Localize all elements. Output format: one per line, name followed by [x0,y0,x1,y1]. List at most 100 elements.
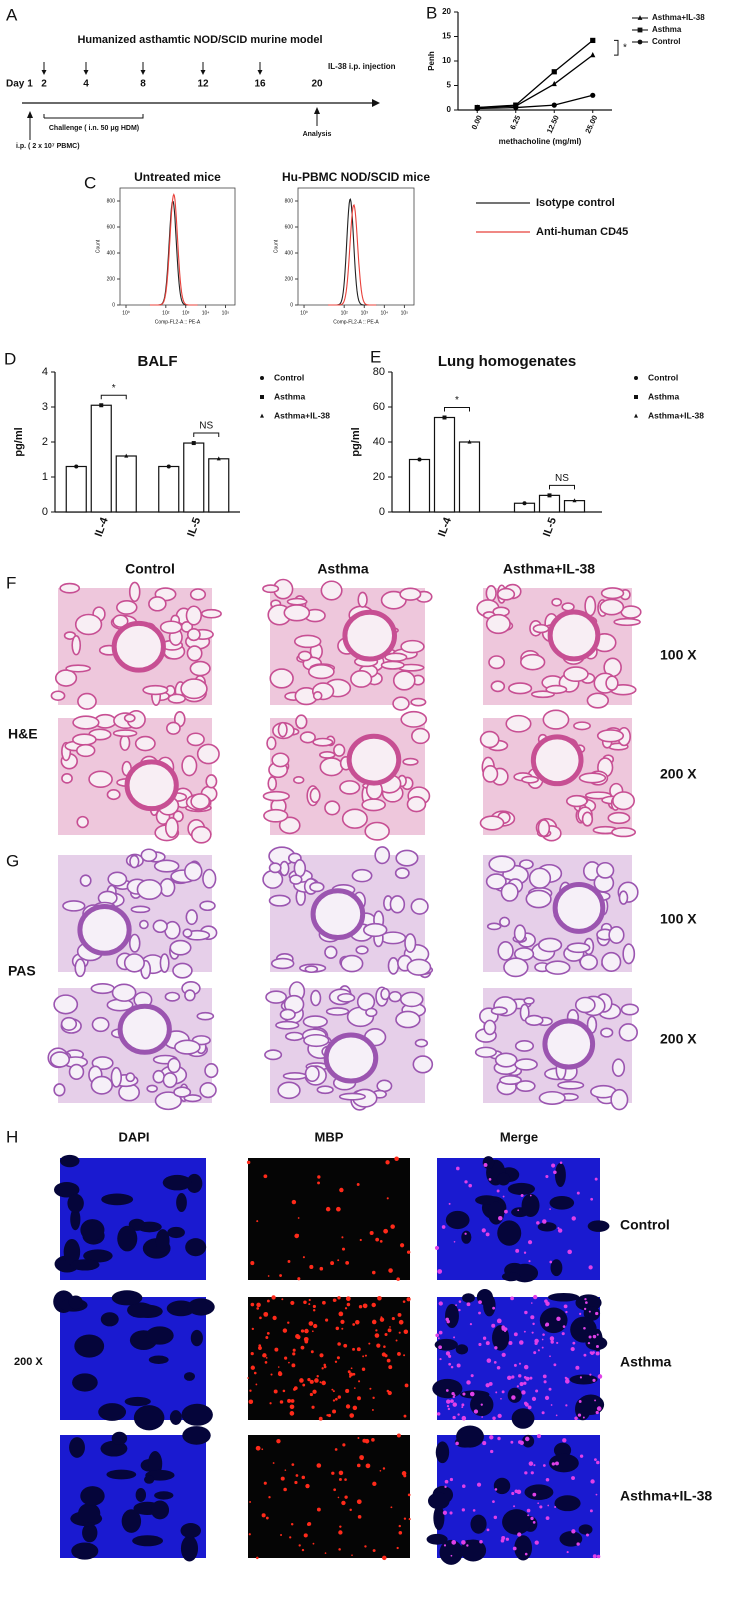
signal-dot [259,1316,262,1320]
alveolus [333,743,346,757]
signal-dot [566,1550,569,1554]
alveolus [612,791,635,811]
signal-dot [529,1376,533,1380]
signal-dot [308,1321,314,1326]
alveolus [499,916,511,928]
signal-dot [595,1351,600,1356]
alveolus [404,933,417,953]
signal-dot [542,1464,546,1467]
analysis-arrowhead [314,107,320,114]
signal-dot [516,1385,519,1388]
dark-space [559,1531,583,1547]
alveolus [283,604,311,622]
signal-dot [322,1300,326,1305]
dark-space [548,1292,580,1302]
signal-dot [549,1336,555,1341]
alveolus [324,800,341,816]
signal-dot [587,1341,591,1345]
y-tick-label: 80 [373,366,385,378]
signal-dot [256,1220,259,1223]
signal-dot [302,1256,305,1259]
signal-dot [295,1474,299,1477]
signal-dot [555,1414,558,1417]
alveolus [199,1082,217,1099]
alveolus [130,905,151,914]
signal-dot [256,1302,261,1308]
significance-label: * [623,42,627,53]
alveolus [387,957,400,975]
signal-dot [396,1546,399,1550]
alveolus [159,620,183,634]
signal-dot [351,1554,353,1557]
dark-space [554,1495,581,1512]
dark-space [67,1193,84,1213]
alveolus [293,634,322,649]
y-tick-label: 3 [42,401,48,413]
x-tick-label: 10⁵ [401,310,409,316]
signal-dot [344,1307,348,1310]
signal-dot [535,1389,539,1393]
signal-dot [437,1269,443,1274]
y-tick-label: 40 [373,436,385,448]
signal-dot [534,1540,539,1545]
signal-dot [297,1217,300,1219]
dark-space [144,1475,155,1484]
signal-dot [407,1493,411,1497]
signal-dot [464,1232,467,1235]
alveolus [279,1008,296,1021]
fluorescence-image [248,1297,410,1420]
alveolus [406,796,427,813]
alveolus [339,780,361,795]
signal-dot [445,1317,449,1322]
signal-dot [309,1379,314,1384]
x-tick-label: 6.25 [508,114,522,131]
signal-dot [596,1333,599,1336]
alveolus [265,990,288,1004]
dark-space [462,1293,475,1303]
alveolus [282,1072,307,1080]
y-tick-label: 600 [107,224,116,230]
signal-dot [545,1516,550,1520]
signal-dot [588,1335,592,1339]
signal-dot [461,1540,466,1545]
alveolus [410,898,429,915]
dark-space [549,1196,575,1210]
legend-label: Control [274,372,304,382]
day-number: 12 [197,79,209,90]
bar [65,465,87,513]
alveolus [128,581,141,603]
alveolus [605,675,619,691]
legend-label: Asthma [274,391,305,401]
alveolus [71,635,82,656]
alveolus [544,960,571,975]
alveolus [596,729,625,743]
signal-dot [265,1357,268,1359]
airway [346,733,402,786]
dark-space [162,1174,192,1191]
signal-dot [337,1259,340,1262]
bar [433,416,456,513]
signal-dot [592,1554,597,1559]
signal-dot [455,1304,458,1307]
alveolus [341,808,368,829]
alveolus [297,650,312,662]
alveolus [557,1080,585,1090]
alveolus [262,790,290,802]
signal-dot [345,1404,351,1409]
signal-dot [458,1300,462,1303]
signal-dot [319,1266,324,1271]
signal-dot [268,1496,271,1499]
alveolus [74,613,103,636]
signal-dot [527,1240,533,1245]
signal-dot [283,1487,287,1492]
alveolus [355,945,369,955]
marker [260,395,264,399]
alveolus [295,714,308,730]
alveolus [497,941,514,961]
day-number: 20 [311,79,323,90]
dark-space [60,1154,80,1168]
alveolus [607,811,631,825]
legend-label: Asthma+IL-38 [274,410,330,420]
signal-dot [358,1305,363,1309]
marker [260,376,264,380]
